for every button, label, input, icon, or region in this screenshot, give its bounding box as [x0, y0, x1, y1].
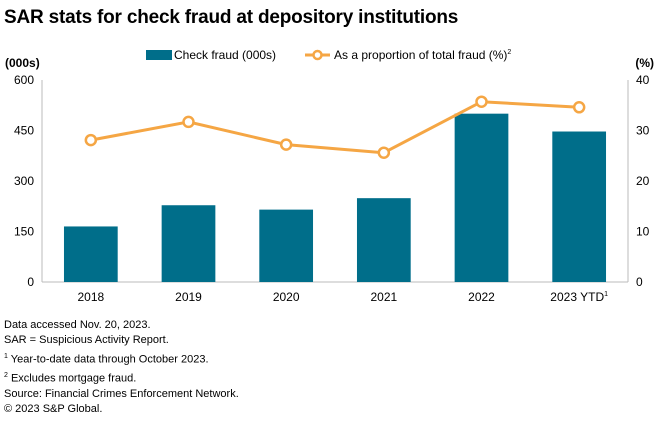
bar-2019: [161, 205, 216, 282]
left-tick-label: 0: [27, 275, 34, 289]
left-tick-label: 450: [14, 124, 34, 138]
right-tick-label: 20: [636, 174, 650, 188]
right-tick-label: 40: [636, 73, 650, 87]
footnotes: Data accessed Nov. 20, 2023. SAR = Suspi…: [4, 318, 239, 418]
proportion-point-2019: [182, 115, 195, 129]
legend-line-marker: [312, 49, 323, 61]
left-tick-label: 600: [14, 73, 34, 87]
legend-bar-label: Check fraud (000s): [174, 48, 276, 62]
legend-line-label: As a proportion of total fraud (%)2: [334, 48, 511, 62]
x-tick-label: 2020: [273, 290, 300, 304]
note-source: Source: Financial Crimes Enforcement Net…: [4, 387, 239, 400]
note-sar: SAR = Suspicious Activity Report.: [4, 334, 169, 347]
left-tick-label: 300: [14, 174, 34, 188]
note-mortgage: 2 Excludes mortgage fraud.: [4, 371, 137, 385]
left-axis-label: (000s): [5, 56, 40, 70]
x-tick-label: 2018: [77, 290, 104, 304]
right-tick-label: 0: [636, 275, 643, 289]
x-tick-label: 2021: [370, 290, 397, 304]
combo-chart: (000s) (%) 0 150 300 450 600 0 10 20 30 40 2018 2019 2…: [5, 48, 654, 304]
right-axis-label: (%): [635, 56, 654, 70]
proportion-point-2022: [475, 95, 488, 108]
proportion-point-2021: [377, 146, 391, 159]
x-tick-label: 2019: [175, 290, 202, 304]
chart-title: SAR stats for check fraud at depository …: [4, 7, 459, 28]
proportion-point-2023-ytd: [572, 101, 586, 114]
x-tick-label: 2023 YTD1: [550, 290, 608, 304]
x-tick-label: 2022: [468, 290, 495, 304]
right-tick-label: 30: [636, 124, 650, 138]
bar-2021: [356, 198, 411, 282]
left-tick-label: 150: [14, 225, 34, 239]
proportion-point-2020: [279, 138, 293, 151]
right-tick-label: 10: [636, 225, 650, 239]
proportion-point-2018: [84, 133, 98, 147]
legend-bar-swatch: [146, 50, 172, 60]
note-copyright: © 2023 S&P Global.: [4, 403, 103, 416]
proportion-line: [90, 100, 580, 155]
bar-2023-ytd: [552, 131, 607, 282]
note-ytd: 1 Year-to-date data through October 2023…: [4, 352, 209, 366]
bar-2018: [63, 226, 118, 282]
bar-2020: [259, 209, 314, 282]
bar-2022: [454, 113, 509, 283]
note-accessed: Data accessed Nov. 20, 2023.: [4, 319, 151, 331]
